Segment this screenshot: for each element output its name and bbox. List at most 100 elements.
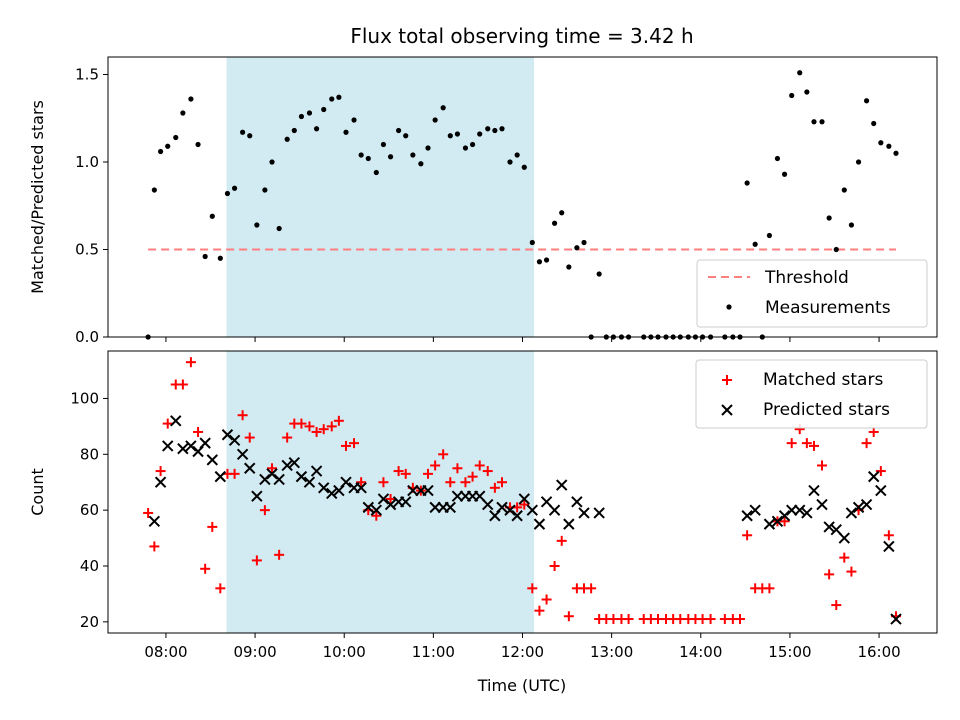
legend-matched-swatch: [722, 375, 732, 385]
measurement-point: [373, 169, 379, 176]
x-tick-label: 11:00: [412, 643, 455, 661]
measurement-point: [863, 98, 870, 104]
predicted-star-point: [875, 484, 887, 497]
matched-star-point: [430, 460, 441, 471]
matched-star-point: [801, 438, 812, 449]
bot-y-tick-label: 80: [80, 445, 99, 463]
matched-star-point: [296, 418, 307, 429]
bot-y-tick-label: 60: [80, 501, 99, 519]
predicted-star-point: [170, 415, 182, 427]
measurement-point: [284, 136, 290, 142]
measurement-point: [418, 161, 424, 167]
predicted-star-point: [340, 476, 352, 488]
top-highlight-span: [226, 57, 535, 337]
matched-star-point: [489, 482, 500, 493]
measurement-point: [521, 164, 527, 170]
matched-star-point: [445, 477, 456, 488]
measurement-point: [447, 133, 453, 139]
measurement-point: [833, 246, 839, 253]
predicted-star-point: [303, 476, 316, 488]
matched-star-point: [162, 418, 173, 429]
matched-star-point: [556, 535, 567, 546]
matched-star-point: [438, 449, 449, 460]
predicted-star-point: [355, 482, 367, 494]
matched-star-point: [318, 424, 329, 435]
predicted-star-point: [318, 482, 330, 494]
measurement-point: [819, 119, 825, 125]
x-tick-label: 09:00: [233, 643, 276, 661]
matched-star-point: [143, 507, 154, 518]
matched-star-point: [534, 605, 545, 616]
measurement-point: [180, 110, 186, 116]
measurement-point: [329, 96, 335, 102]
predicted-star-point: [148, 515, 161, 528]
predicted-star-point: [400, 496, 412, 508]
matched-star-point: [875, 466, 886, 477]
measurement-point: [254, 222, 260, 228]
measurement-point: [387, 154, 394, 160]
measurement-point: [878, 140, 884, 146]
matched-star-point: [229, 468, 240, 479]
measurement-point: [855, 159, 862, 165]
bot-y-tick-label: 20: [80, 613, 99, 631]
predicted-star-point: [177, 443, 189, 455]
measurement-point: [811, 119, 817, 125]
x-tick-label: 16:00: [857, 643, 900, 661]
x-tick-label: 13:00: [590, 643, 633, 661]
predicted-star-point: [154, 476, 167, 488]
matched-star-point: [527, 583, 538, 594]
x-tick-label: 15:00: [768, 643, 811, 661]
matched-star-point: [259, 505, 270, 516]
measurement-point: [209, 213, 215, 219]
matched-star-point: [200, 563, 211, 574]
measurement-point: [380, 141, 387, 148]
x-tick-label: 08:00: [144, 643, 187, 661]
predicted-star-point: [206, 454, 219, 466]
measurement-point: [507, 159, 513, 165]
measurement-point: [321, 106, 327, 113]
predicted-star-point: [556, 479, 568, 491]
matched-star-point: [304, 421, 315, 432]
measurement-point: [240, 129, 246, 135]
matched-star-point: [452, 463, 463, 474]
matched-star-point: [193, 426, 204, 437]
bottom-panel-count-plot: 08:00 09:00 10:00 11:00 12:00 13:00 14:00 15:00…: [28, 350, 938, 661]
matched-star-point: [519, 499, 530, 510]
measurement-point: [262, 187, 268, 193]
measurement-point: [752, 241, 758, 247]
matched-star-point: [474, 460, 485, 471]
predicted-star-point: [295, 470, 308, 483]
matched-star-point: [356, 477, 367, 488]
matched-star-point: [371, 510, 382, 521]
measurement-point: [403, 133, 409, 139]
predicted-star-point: [808, 484, 820, 497]
predicted-star-point: [571, 496, 583, 508]
matched-star-point: [705, 614, 716, 625]
measurement-point: [841, 187, 847, 193]
predicted-star-point: [838, 532, 851, 544]
measurement-point: [581, 239, 587, 246]
predicted-star-point: [259, 473, 271, 486]
measurement-point: [165, 143, 171, 149]
legend-matched-label: Matched stars: [763, 370, 883, 390]
measurement-point: [358, 152, 364, 158]
matched-star-point: [326, 421, 337, 432]
measurement-point: [797, 70, 803, 76]
measurement-point: [291, 127, 297, 134]
chart-title: Flux total observing time = 3.42 h: [350, 24, 693, 48]
measurement-point: [871, 120, 877, 127]
predicted-star-point: [221, 429, 234, 441]
predicted-star-point: [482, 498, 494, 511]
measurement-point: [395, 127, 402, 134]
bot-highlight-span: [226, 351, 535, 633]
legend-threshold-label: Threshold: [764, 268, 849, 288]
predicted-star-point: [860, 498, 873, 511]
measurement-point: [224, 190, 231, 197]
top-y-axis-label: Matched/Predicted stars: [28, 100, 47, 294]
measurement-point: [826, 215, 832, 221]
measurement-point: [469, 141, 476, 148]
measurement-point: [514, 152, 520, 158]
predicted-star-point: [548, 504, 561, 516]
matched-star-point: [482, 466, 493, 477]
measurement-point: [492, 127, 498, 134]
